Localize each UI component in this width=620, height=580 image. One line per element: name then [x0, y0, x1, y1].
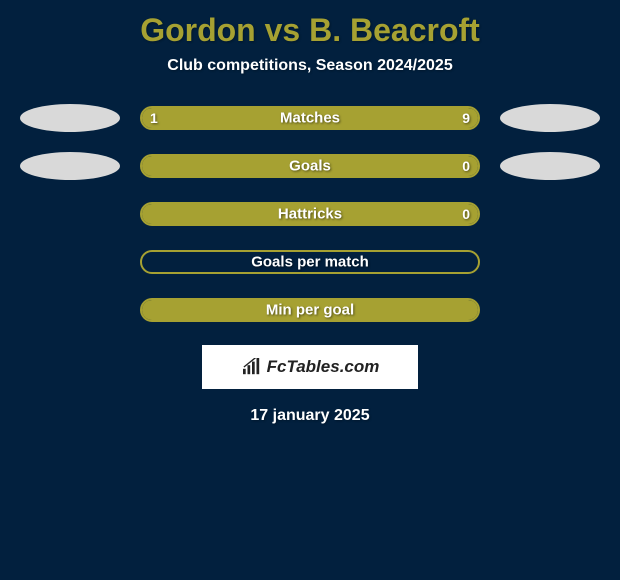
- bar-fill-left: [142, 108, 176, 128]
- stat-value-left: 1: [150, 110, 158, 126]
- stat-value-right: 0: [462, 158, 470, 174]
- stat-row: Goals per match: [0, 249, 620, 275]
- stat-bar: 1 Matches 9: [140, 106, 480, 130]
- logo-label: FcTables.com: [267, 357, 380, 377]
- stat-value-right: 0: [462, 206, 470, 222]
- page-subtitle: Club competitions, Season 2024/2025: [0, 57, 620, 105]
- player-avatar-left: [20, 152, 120, 180]
- chart-icon: [241, 358, 263, 376]
- stat-row: Min per goal: [0, 297, 620, 323]
- date-text: 17 january 2025: [0, 407, 620, 425]
- stat-row: Hattricks 0: [0, 201, 620, 227]
- stat-label: Matches: [280, 110, 340, 127]
- stat-value-right: 9: [462, 110, 470, 126]
- page-title: Gordon vs B. Beacroft: [0, 0, 620, 57]
- player-avatar-left: [20, 104, 120, 132]
- stat-bar: Goals per match: [140, 250, 480, 274]
- stats-container: 1 Matches 9 Goals 0 Hattricks 0 Goals per match…: [0, 105, 620, 323]
- stat-bar: Min per goal: [140, 298, 480, 322]
- stat-label: Goals: [289, 158, 331, 175]
- player-avatar-right: [500, 152, 600, 180]
- player-avatar-right: [500, 104, 600, 132]
- stat-row: 1 Matches 9: [0, 105, 620, 131]
- stat-bar: Hattricks 0: [140, 202, 480, 226]
- stat-label: Goals per match: [251, 254, 369, 271]
- stat-label: Hattricks: [278, 206, 342, 223]
- logo-text: FcTables.com: [241, 357, 380, 377]
- stat-bar: Goals 0: [140, 154, 480, 178]
- stat-label: Min per goal: [266, 302, 354, 319]
- logo-box: FcTables.com: [202, 345, 418, 389]
- stat-row: Goals 0: [0, 153, 620, 179]
